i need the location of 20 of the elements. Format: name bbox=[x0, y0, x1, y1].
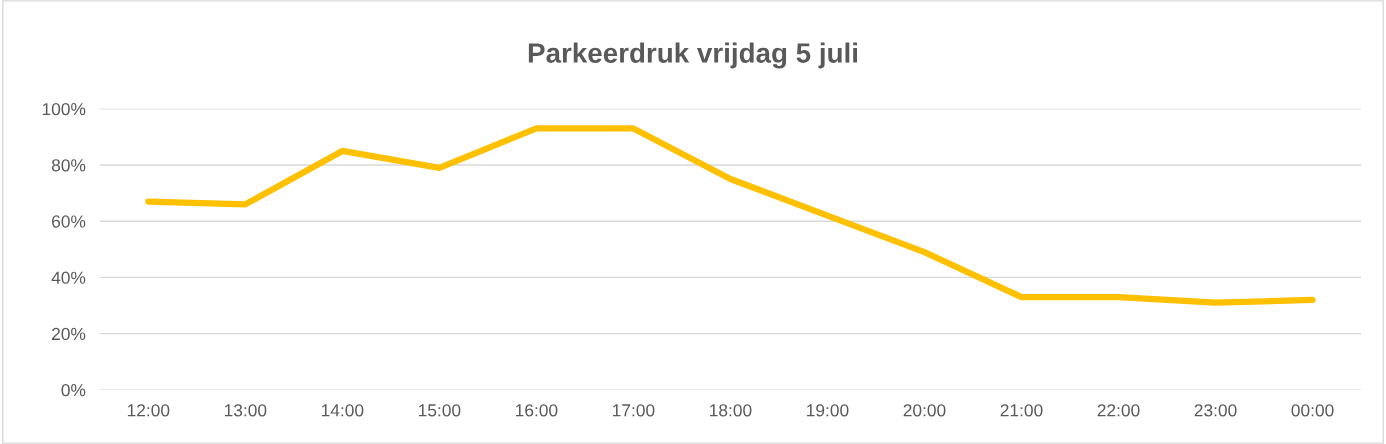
y-tick-label: 60% bbox=[52, 215, 86, 228]
y-tick-label: 40% bbox=[51, 271, 86, 284]
x-tick-label: 22:00 bbox=[1097, 404, 1140, 417]
x-tick-label: 19:00 bbox=[807, 404, 849, 417]
x-tick-label: 16:00 bbox=[515, 404, 558, 417]
x-tick-label: 00:00 bbox=[1291, 404, 1334, 417]
x-tick-label: 17:00 bbox=[613, 404, 655, 417]
y-tick-label: 0% bbox=[61, 384, 86, 397]
x-tick-label: 21:00 bbox=[1000, 404, 1043, 417]
x-tick-label: 15:00 bbox=[418, 404, 461, 417]
x-tick-label: 18:00 bbox=[710, 404, 752, 417]
y-tick-label: 100% bbox=[42, 102, 86, 116]
x-tick-label: 20:00 bbox=[903, 404, 946, 417]
x-tick-label: 12:00 bbox=[127, 404, 170, 417]
x-tick-label: 14:00 bbox=[321, 404, 364, 417]
x-tick-label: 13:00 bbox=[224, 404, 267, 417]
x-tick-label: 23:00 bbox=[1194, 404, 1237, 417]
y-tick-label: 80% bbox=[51, 159, 86, 172]
y-tick-label: 20% bbox=[52, 327, 86, 341]
chart-title: Parkeerdruk vrijdag 5 juli bbox=[528, 42, 858, 69]
